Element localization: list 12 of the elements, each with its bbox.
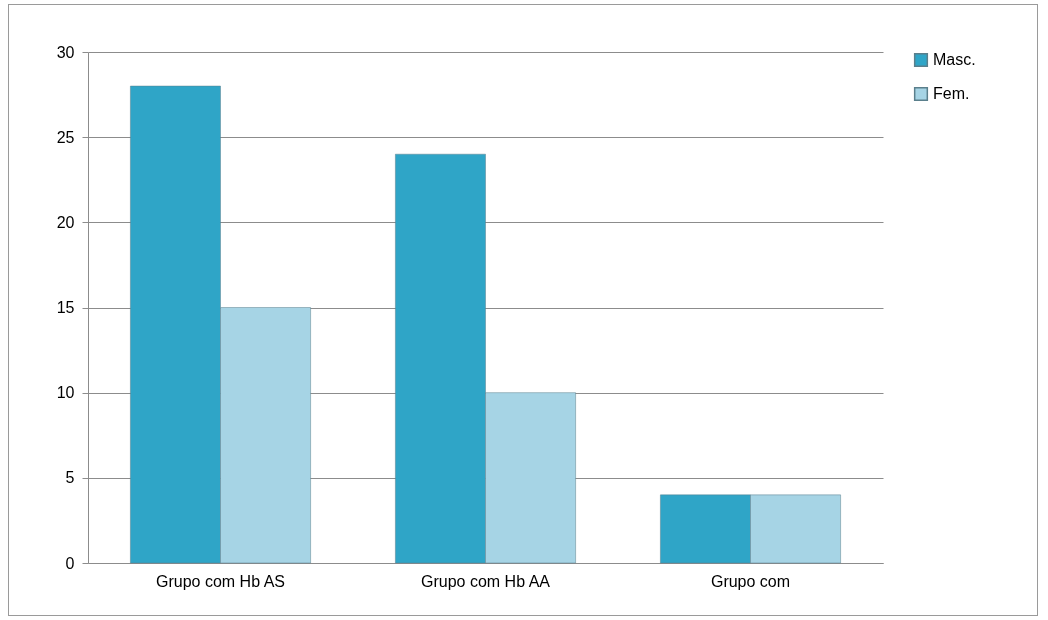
y-tick-label: 15 [56,299,75,316]
y-tick-label: 30 [56,43,75,61]
x-tick-label: Grupo com Hb AA [421,572,551,590]
legend-label: Masc. [933,51,976,68]
y-tick-label: 25 [56,128,75,146]
y-tick-label: 0 [65,554,75,572]
x-tick-label: Grupo com Hb AS [156,572,285,590]
y-tick-label: 20 [56,213,75,231]
x-tick-label: Grupo com [710,572,791,590]
y-tick-label: 5 [65,469,75,487]
y-tick-label: 10 [56,384,75,402]
legend-label: Fem. [933,85,970,102]
